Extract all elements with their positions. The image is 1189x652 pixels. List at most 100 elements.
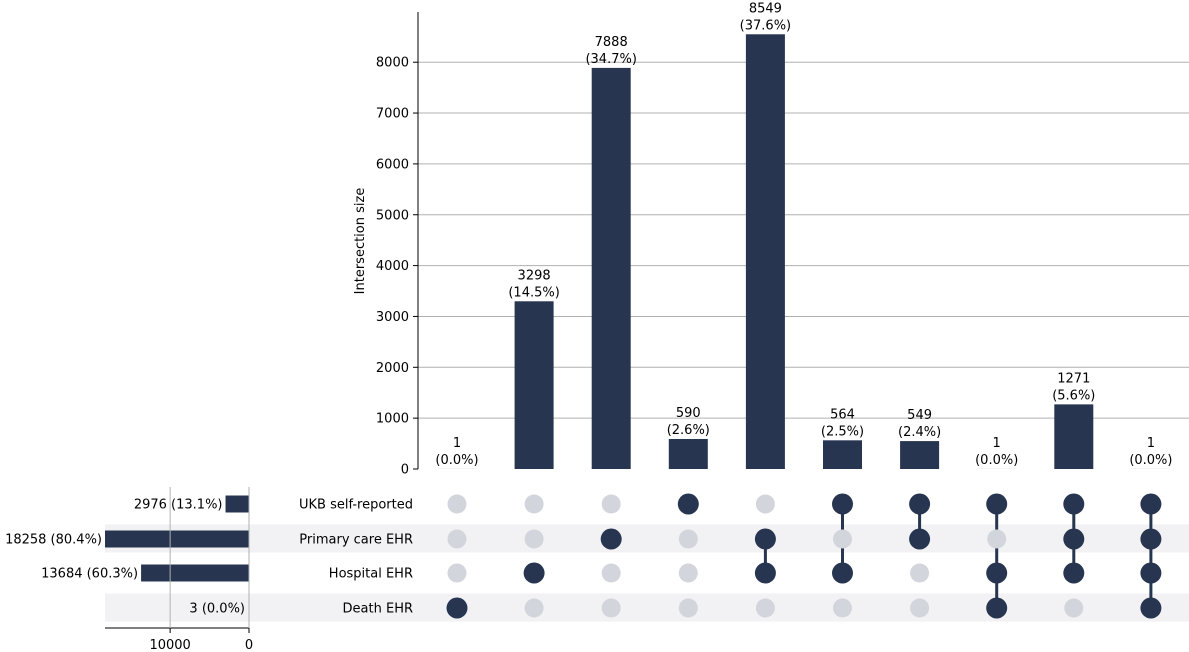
intersection-bar bbox=[823, 440, 862, 469]
bar-percent-label: (2.5%) bbox=[821, 424, 864, 439]
y-tick-label: 8000 bbox=[376, 56, 409, 71]
matrix-dot-active bbox=[1140, 562, 1162, 584]
intersection-bar bbox=[591, 67, 631, 469]
intersection-bar bbox=[514, 301, 554, 469]
matrix-dot-inactive bbox=[755, 598, 775, 618]
membership-matrix bbox=[446, 493, 1162, 619]
y-axis: 0 1000 2000 3000 4000 5000 6000 7000 8000 bbox=[376, 12, 419, 478]
matrix-dot-active bbox=[754, 528, 776, 550]
bar-percent-label: (0.0%) bbox=[1129, 453, 1172, 468]
matrix-dot-inactive bbox=[447, 529, 467, 549]
bar-percent-label: (0.0%) bbox=[975, 453, 1018, 468]
y-axis-label: Intersection size bbox=[353, 188, 368, 295]
bar-count-label: 1 bbox=[1147, 436, 1155, 451]
bar-count-label: 7888 bbox=[595, 35, 628, 50]
bar-percent-label: (2.4%) bbox=[898, 425, 941, 440]
matrix-dot-inactive bbox=[910, 598, 930, 618]
set-name-label: Hospital EHR bbox=[329, 567, 413, 582]
bar-count-label: 3298 bbox=[518, 268, 551, 283]
matrix-dot-active bbox=[1140, 493, 1162, 515]
matrix-dot-active bbox=[986, 597, 1008, 619]
bar-count-label: 8549 bbox=[749, 1, 782, 16]
bar-percent-label: (34.7%) bbox=[585, 52, 636, 67]
matrix-dot-active bbox=[1140, 528, 1162, 550]
bar-count-label: 590 bbox=[676, 406, 701, 421]
matrix-dot-active bbox=[1063, 528, 1085, 550]
bar-percent-label: (0.0%) bbox=[435, 453, 478, 468]
y-tick-label: 7000 bbox=[376, 107, 409, 122]
matrix-dot-active bbox=[909, 493, 931, 515]
matrix-dot-active bbox=[909, 528, 931, 550]
matrix-row-stripe bbox=[105, 593, 1189, 622]
matrix-dot-inactive bbox=[1064, 598, 1084, 618]
bar-percent-label: (14.5%) bbox=[508, 285, 559, 300]
matrix-dot-inactive bbox=[755, 494, 775, 514]
set-name-label: Death EHR bbox=[343, 602, 413, 617]
bar-count-label: 1 bbox=[993, 436, 1001, 451]
matrix-dot-active bbox=[986, 562, 1008, 584]
matrix-dot-inactive bbox=[447, 563, 467, 583]
set-axis-tick-label: 0 bbox=[245, 638, 253, 652]
matrix-dot-inactive bbox=[524, 598, 544, 618]
matrix-dot-inactive bbox=[833, 529, 852, 549]
bar-count-label: 1 bbox=[453, 436, 461, 451]
matrix-dot-inactive bbox=[987, 529, 1007, 549]
matrix-dot-active bbox=[754, 562, 776, 584]
matrix-dot-active bbox=[677, 493, 699, 515]
intersection-bar bbox=[668, 438, 708, 469]
matrix-dot-inactive bbox=[678, 563, 698, 583]
matrix-dot-active bbox=[600, 528, 622, 550]
matrix-dot-inactive bbox=[524, 494, 544, 514]
bar-count-label: 564 bbox=[830, 407, 855, 422]
matrix-dot-inactive bbox=[833, 598, 852, 618]
set-size-bar bbox=[105, 530, 249, 548]
matrix-dot-active bbox=[1140, 597, 1162, 619]
matrix-dot-active bbox=[1063, 562, 1085, 584]
matrix-dot-inactive bbox=[601, 494, 621, 514]
bar-percent-label: (5.6%) bbox=[1052, 388, 1095, 403]
set-size-bar bbox=[225, 495, 249, 513]
set-names: UKB self-reported Primary care EHR Hospita… bbox=[299, 498, 413, 617]
intersection-bar-labels: 1 (0.0%) 3298 (14.5%) 7888 (34.7%) 590 (2.6%) 85… bbox=[435, 1, 1172, 468]
matrix-dot-inactive bbox=[678, 529, 698, 549]
set-size-label: 3 (0.0%) bbox=[189, 602, 245, 617]
matrix-dot-active bbox=[446, 597, 468, 619]
set-name-label: Primary care EHR bbox=[299, 533, 413, 548]
matrix-dot-inactive bbox=[524, 529, 544, 549]
set-size-bars: 2976 (13.1%) 18258 (80.4%) 13684 (60.3%) 3 … bbox=[5, 495, 249, 617]
matrix-dot-active bbox=[1063, 493, 1085, 515]
bar-count-label: 549 bbox=[907, 408, 932, 423]
matrix-dot-active bbox=[986, 493, 1008, 515]
y-tick-label: 3000 bbox=[376, 310, 409, 325]
matrix-dot-inactive bbox=[678, 598, 698, 618]
set-size-label: 18258 (80.4%) bbox=[5, 533, 102, 548]
matrix-dot-active bbox=[832, 493, 853, 515]
bar-percent-label: (2.6%) bbox=[667, 423, 710, 438]
y-tick-label: 5000 bbox=[376, 208, 409, 223]
intersection-bar bbox=[900, 441, 940, 469]
set-size-label: 13684 (60.3%) bbox=[41, 567, 138, 582]
intersection-bar bbox=[1054, 404, 1094, 469]
set-size-axis: 10000 0 bbox=[105, 487, 253, 652]
y-tick-label: 4000 bbox=[376, 259, 409, 274]
intersection-bar bbox=[745, 34, 785, 469]
bar-percent-label: (37.6%) bbox=[740, 18, 791, 33]
y-tick-label: 0 bbox=[401, 463, 409, 478]
set-size-bar bbox=[141, 564, 249, 582]
y-tick-label: 6000 bbox=[376, 157, 409, 172]
set-axis-tick-label: 10000 bbox=[149, 638, 190, 652]
bar-count-label: 1271 bbox=[1057, 371, 1090, 386]
matrix-dot-active bbox=[832, 562, 853, 584]
set-name-label: UKB self-reported bbox=[299, 498, 413, 513]
matrix-dot-active bbox=[523, 562, 545, 584]
matrix-dot-inactive bbox=[601, 563, 621, 583]
matrix-dot-inactive bbox=[447, 494, 467, 514]
matrix-dot-inactive bbox=[910, 563, 930, 583]
y-tick-label: 1000 bbox=[376, 412, 409, 427]
matrix-dot-inactive bbox=[601, 598, 621, 618]
matrix-row-stripe bbox=[105, 524, 1189, 553]
y-tick-label: 2000 bbox=[376, 361, 409, 376]
set-size-label: 2976 (13.1%) bbox=[134, 498, 223, 513]
matrix-row-stripes bbox=[105, 524, 1189, 622]
